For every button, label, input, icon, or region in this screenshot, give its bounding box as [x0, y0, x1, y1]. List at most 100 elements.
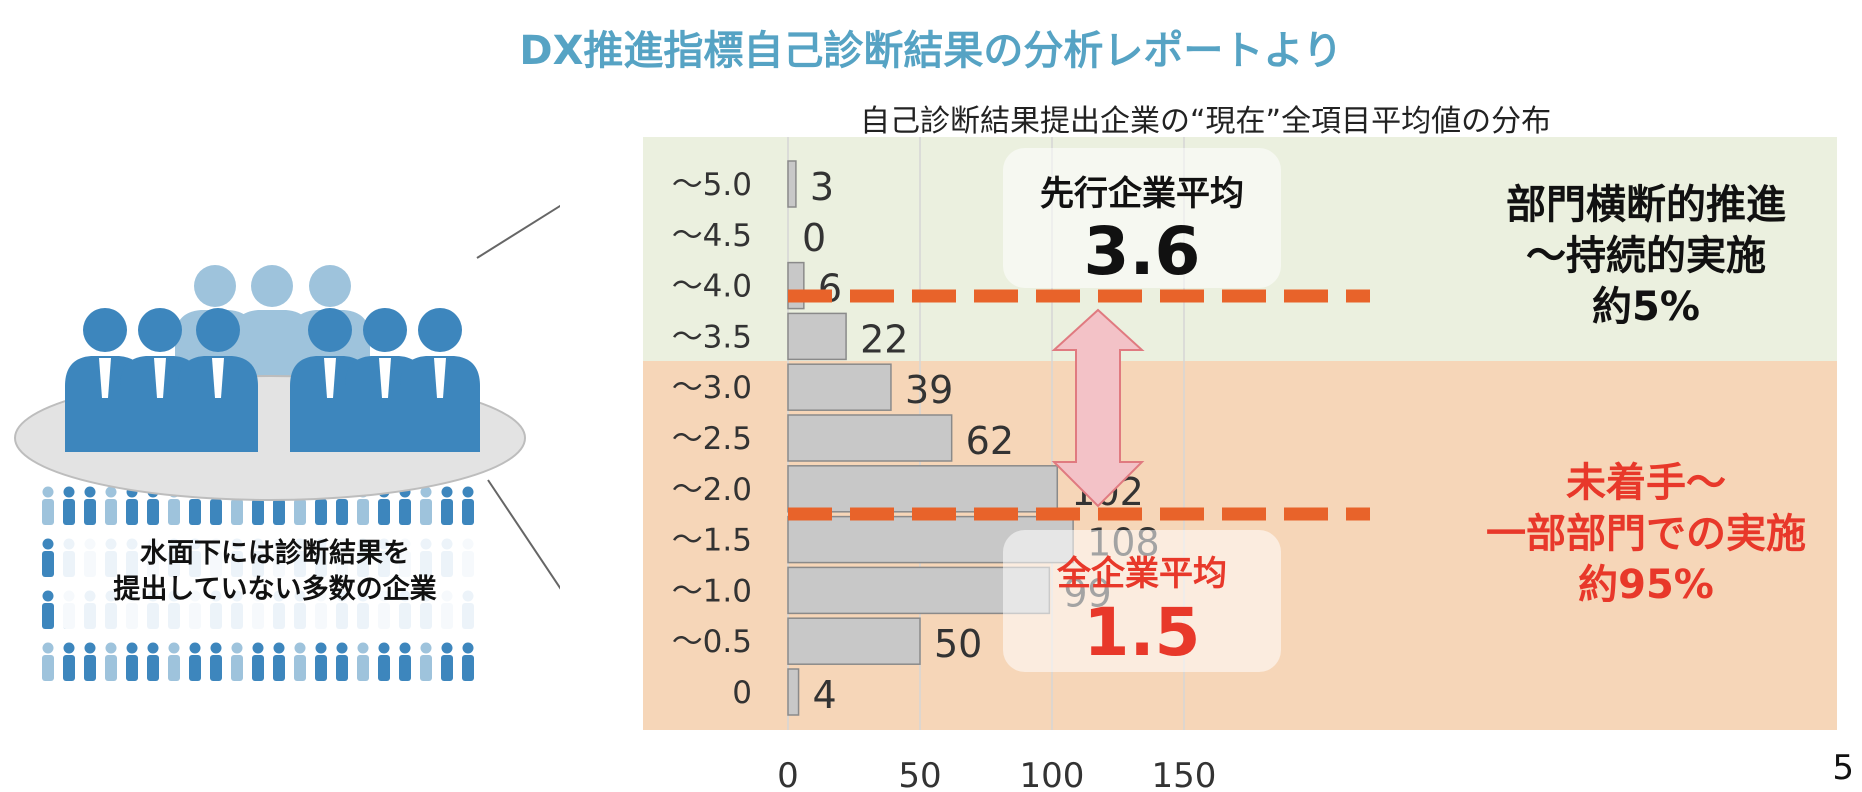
all-average-value: 1.5 — [1083, 594, 1201, 671]
small-person-icon — [63, 486, 75, 498]
lower-zone-line2: 一部部門での実施 — [1486, 510, 1806, 557]
small-person-icon — [336, 499, 348, 525]
small-person-icon — [168, 499, 180, 525]
tie-icon — [212, 358, 224, 398]
underwater-caption-line2: 提出していない多数の企業 — [113, 574, 437, 606]
chart-subtitle: 自己診断結果提出企業の“現在”全項目平均値の分布 — [860, 104, 1552, 139]
small-person-icon — [42, 486, 54, 498]
person-icon — [138, 308, 182, 352]
leading-average-callout: 先行企業平均 3.6 — [1003, 148, 1281, 289]
small-person-icon — [42, 655, 54, 681]
value-label: 3 — [810, 165, 834, 209]
small-person-icon — [42, 538, 54, 550]
person-icon — [251, 265, 293, 307]
lower-zone-line3: 約95% — [1578, 561, 1714, 608]
tie-icon — [324, 358, 336, 398]
small-person-icon — [147, 642, 159, 654]
small-person-icon — [357, 655, 369, 681]
tie-icon — [379, 358, 391, 398]
small-person-icon — [210, 655, 222, 681]
value-label: 0 — [802, 216, 826, 260]
small-person-icon — [126, 642, 138, 654]
bar — [787, 312, 847, 361]
bar — [787, 668, 800, 716]
bar — [787, 465, 1059, 513]
category-label: ～2.0 — [672, 472, 752, 508]
small-person-icon — [63, 499, 75, 525]
small-person-icon — [105, 655, 117, 681]
small-person-icon — [42, 499, 54, 525]
all-average-label: 全企業平均 — [1057, 554, 1227, 594]
all-average-callout: 全企業平均 1.5 — [1003, 530, 1281, 672]
small-person-icon — [336, 655, 348, 681]
double-arrow-icon — [1051, 308, 1145, 508]
person-icon — [309, 265, 351, 307]
small-person-icon — [420, 486, 432, 498]
value-label: 50 — [934, 622, 982, 666]
value-label: 39 — [905, 368, 953, 412]
upper-zone-line1: 部門横断的推進 — [1506, 182, 1786, 228]
small-person-icon — [168, 655, 180, 681]
small-person-icon — [147, 499, 159, 525]
value-label: 6 — [818, 267, 842, 311]
small-person-icon — [315, 642, 327, 654]
guide-line — [476, 204, 560, 259]
small-person-icon — [441, 499, 453, 525]
small-person-icon — [189, 642, 201, 654]
person-icon — [194, 265, 236, 307]
small-person-icon — [462, 655, 474, 681]
small-person-icon — [126, 499, 138, 525]
tie-icon — [99, 358, 111, 398]
person-icon — [308, 308, 352, 352]
person-icon — [196, 308, 240, 352]
small-person-icon — [441, 642, 453, 654]
category-label: ～1.0 — [672, 573, 752, 609]
small-person-icon — [189, 499, 201, 525]
small-person-icon — [42, 642, 54, 654]
small-person-icon — [378, 642, 390, 654]
upper-zone-line3: 約5% — [1592, 283, 1700, 330]
small-person-icon — [210, 499, 222, 525]
small-person-icon — [399, 655, 411, 681]
category-label: ～1.5 — [672, 523, 752, 559]
x-tick-label: 0 — [777, 756, 799, 792]
small-person-icon — [462, 642, 474, 654]
small-person-icon — [357, 642, 369, 654]
small-person-icon — [189, 655, 201, 681]
leading-average-label: 先行企業平均 — [1040, 174, 1244, 214]
category-label: ～3.5 — [672, 319, 752, 355]
small-person-icon — [210, 642, 222, 654]
small-person-icon — [462, 486, 474, 498]
category-label: ～4.5 — [672, 218, 752, 254]
people-iceberg-illustration — [14, 204, 560, 681]
small-person-icon — [420, 655, 432, 681]
bar — [787, 363, 892, 411]
small-person-icon — [336, 642, 348, 654]
small-person-icon — [84, 655, 96, 681]
small-person-icon — [441, 486, 453, 498]
small-person-icon — [252, 655, 264, 681]
small-person-icon — [273, 642, 285, 654]
small-person-icon — [252, 642, 264, 654]
small-person-icon — [315, 499, 327, 525]
person-icon — [363, 308, 407, 352]
person-icon — [178, 356, 258, 452]
person-icon — [83, 308, 127, 352]
underwater-caption-line1: 水面下には診断結果を — [140, 538, 410, 569]
small-person-icon — [357, 499, 369, 525]
category-label: ～4.0 — [672, 269, 752, 305]
small-person-icon — [399, 642, 411, 654]
bar — [787, 617, 921, 665]
small-person-icon — [420, 642, 432, 654]
small-person-icon — [168, 642, 180, 654]
small-person-icon — [63, 655, 75, 681]
small-person-icon — [63, 642, 75, 654]
x-tick-label: 50 — [898, 756, 941, 792]
small-person-icon — [273, 655, 285, 681]
small-person-icon — [462, 499, 474, 525]
category-label: ～3.0 — [672, 370, 752, 406]
bottom-strip — [0, 740, 1862, 792]
category-label: ～2.5 — [672, 421, 752, 457]
small-person-icon — [294, 642, 306, 654]
x-tick-label: 150 — [1152, 756, 1217, 792]
